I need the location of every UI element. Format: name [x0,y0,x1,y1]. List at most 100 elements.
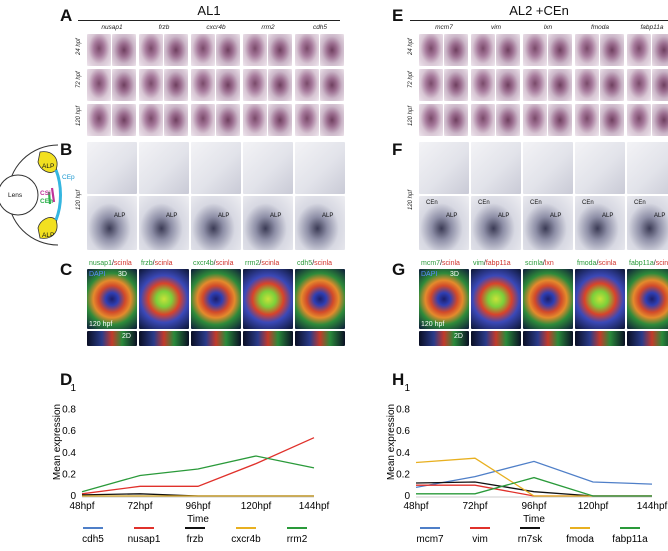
section-zoom-photo-right-3 [575,196,625,250]
ish-photo-left-4-1-a [295,69,319,101]
view2d-label-right: 2D [454,333,463,340]
gene-header-left-0: nusap1 [101,24,123,31]
ytick-label-1: 0.2 [396,469,410,480]
ish-photo-right-0-0-a [419,34,443,66]
ish-photo-right-0-2-a [419,104,443,136]
legend-label-cdh5: cdh5 [82,534,104,545]
ish-photo-left-0-0-b [112,34,136,66]
ish-photo-left-4-2-a [295,104,319,136]
ish-photo-left-2-0-a [191,34,215,66]
ish-photo-right-3-2-a [575,104,599,136]
ish-photo-left-1-0-b [164,34,188,66]
fluor-header-right-0-sep: / [440,260,443,267]
ish-photo-left-3-0-a [243,34,267,66]
fluor-3d-photo-right-1 [471,269,521,329]
ish-photo-right-4-0-b [652,34,668,66]
ish-photo-left-2-0-b [216,34,240,66]
panel-letter-h: H [392,370,405,389]
section-zoom-photo-left-3 [243,196,293,250]
group-title-right: AL2 +CEn [509,3,569,18]
ish-photo-right-0-0-b [444,34,468,66]
stage-label-right-1: 72 hpf [408,71,414,88]
section-photo-right-0 [419,142,469,194]
fluor-header-right-4-sep: / [653,260,656,267]
section-photo-left-4 [295,142,345,194]
ytick-label-5: 1 [70,383,76,394]
diagram-cep-label: CEp [62,174,75,181]
ish-photo-left-0-0-a [87,34,111,66]
fluor-header-left-4: cdh5/scinla [297,260,345,267]
ish-photo-right-3-1-a [575,69,599,101]
fluor-header-left-2-red: scinla [215,260,234,267]
alp-label-right-3: ALP [602,213,614,219]
fluor-header-right-4: fabp11a/scinla [629,260,668,267]
fluor-3d-photo-left-4 [295,269,345,329]
ish-photo-right-2-1-b [548,69,572,101]
ish-photo-right-4-1-b [652,69,668,101]
fluor-header-right-3: fmoda/scinla [577,260,625,267]
legend-label-rrm2: rrm2 [287,534,308,545]
cen-label-right-4: CEn [634,200,646,206]
alp-label-left-1: ALP [166,213,178,219]
fluor-2d-photo-left-2 [191,331,241,346]
fluor-header-left-4-red: scinla [314,260,333,267]
ish-photo-left-2-2-a [191,104,215,136]
fluor-header-right-1-red: fabp11a [485,260,511,267]
panel-letter-f: F [392,140,403,159]
fluor-2d-photo-right-0 [419,331,469,346]
ish-photo-left-4-0-a [295,34,319,66]
section-photo-right-1 [471,142,521,194]
ish-photo-right-4-2-b [652,104,668,136]
panel-letter-c: C [60,260,73,279]
panel-letter-g: G [392,260,406,279]
fluor-header-left-2: cxcr4b/scinla [193,260,241,267]
ish-photo-right-0-1-a [419,69,443,101]
fluor-2d-photo-right-1 [471,331,521,346]
ytick-label-4: 0.8 [396,405,410,416]
ish-photo-right-0-2-b [444,104,468,136]
fluor-header-right-4-red: scinla [655,260,668,267]
ish-photo-left-2-2-b [216,104,240,136]
alp-label-left-0: ALP [114,213,126,219]
xtick-label-0: 48hpf [69,501,94,512]
view3d-label-left: 3D [118,271,127,278]
ish-photo-right-3-1-b [600,69,624,101]
ish-photo-left-3-0-b [268,34,292,66]
gene-header-left-3: rrm2 [261,24,275,31]
ytick-label-2: 0.4 [396,448,410,459]
alp-label-right-1: ALP [498,213,510,219]
section-zoom-photo-right-1 [471,196,521,250]
fluor-header-right-0-green: mcm7 [421,260,441,267]
section-zoom-photo-left-0 [87,196,137,250]
section-zoom-photo-left-1 [139,196,189,250]
fluor-stage-label-left: 120 hpf [89,321,113,328]
ytick-label-5: 1 [404,383,410,394]
ytick-label-1: 0.2 [62,469,76,480]
ytick-label-0: 0 [404,491,410,502]
fluor-header-left-4-sep: / [312,260,315,267]
cen-label-right-1: CEn [478,200,490,206]
ish-photo-left-4-0-b [320,34,344,66]
xtick-label-2: 96hpf [521,501,546,512]
section-photo-right-4 [627,142,668,194]
fluor-2d-photo-left-0 [87,331,137,346]
alp-label-right-4: ALP [654,213,666,219]
ish-photo-right-4-0-a [627,34,651,66]
ytick-label-4: 0.8 [62,405,76,416]
ish-photo-left-0-2-b [112,104,136,136]
fluor-header-left-0-green: nusap1 [89,260,112,267]
ish-photo-right-1-2-b [496,104,520,136]
ish-photo-left-1-2-a [139,104,163,136]
fluor-header-right-1-green: vim [473,260,484,267]
gene-header-left-1: frzb [158,24,170,31]
chart-h: 0 0.2 0.4 0.6 0.8 1 48hpf 72hpf 96hpf 120hpf 144hp… [386,383,668,545]
fluor-header-left-3: rrm2/scinla [245,260,293,267]
fluor-header-right-3-sep: / [596,260,599,267]
panel-letter-e: E [392,6,404,25]
section-photo-left-2 [191,142,241,194]
series-line-mcm7 [415,460,653,489]
fluor-2d-photo-right-4 [627,331,668,346]
legend-label-nusap1: nusap1 [128,534,161,545]
fluor-2d-photo-right-2 [523,331,573,346]
ish-photo-left-1-1-b [164,69,188,101]
